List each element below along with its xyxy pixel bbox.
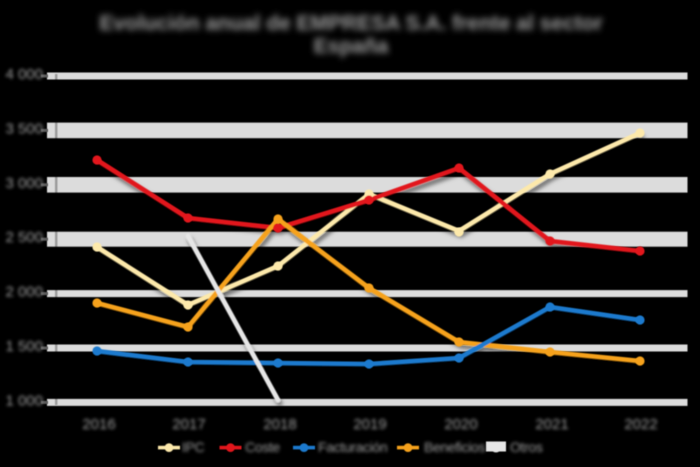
svg-text:2 000: 2 000 <box>5 284 43 301</box>
svg-text:1 500: 1 500 <box>5 338 43 355</box>
svg-text:3 000: 3 000 <box>5 175 43 192</box>
svg-text:2021: 2021 <box>535 416 568 433</box>
svg-text:3 500: 3 500 <box>5 120 43 137</box>
svg-text:IPC: IPC <box>182 439 205 455</box>
svg-text:2016: 2016 <box>82 416 115 433</box>
svg-text:2022: 2022 <box>624 416 657 433</box>
svg-text:1 000: 1 000 <box>5 392 43 409</box>
svg-text:Coste: Coste <box>245 439 280 455</box>
svg-text:España: España <box>314 35 389 58</box>
svg-text:Facturación: Facturación <box>318 439 387 455</box>
svg-text:Otros: Otros <box>510 439 543 455</box>
svg-text:2017: 2017 <box>172 416 205 433</box>
svg-text:Evolución anual de EMPRESA S.A: Evolución anual de EMPRESA S.A. frente a… <box>99 12 602 35</box>
svg-text:Beneficios: Beneficios <box>424 439 485 455</box>
svg-text:4 000: 4 000 <box>5 66 43 83</box>
svg-text:2 500: 2 500 <box>5 229 43 246</box>
svg-text:2020: 2020 <box>444 416 477 433</box>
svg-text:2018: 2018 <box>263 416 296 433</box>
svg-text:2019: 2019 <box>353 416 386 433</box>
